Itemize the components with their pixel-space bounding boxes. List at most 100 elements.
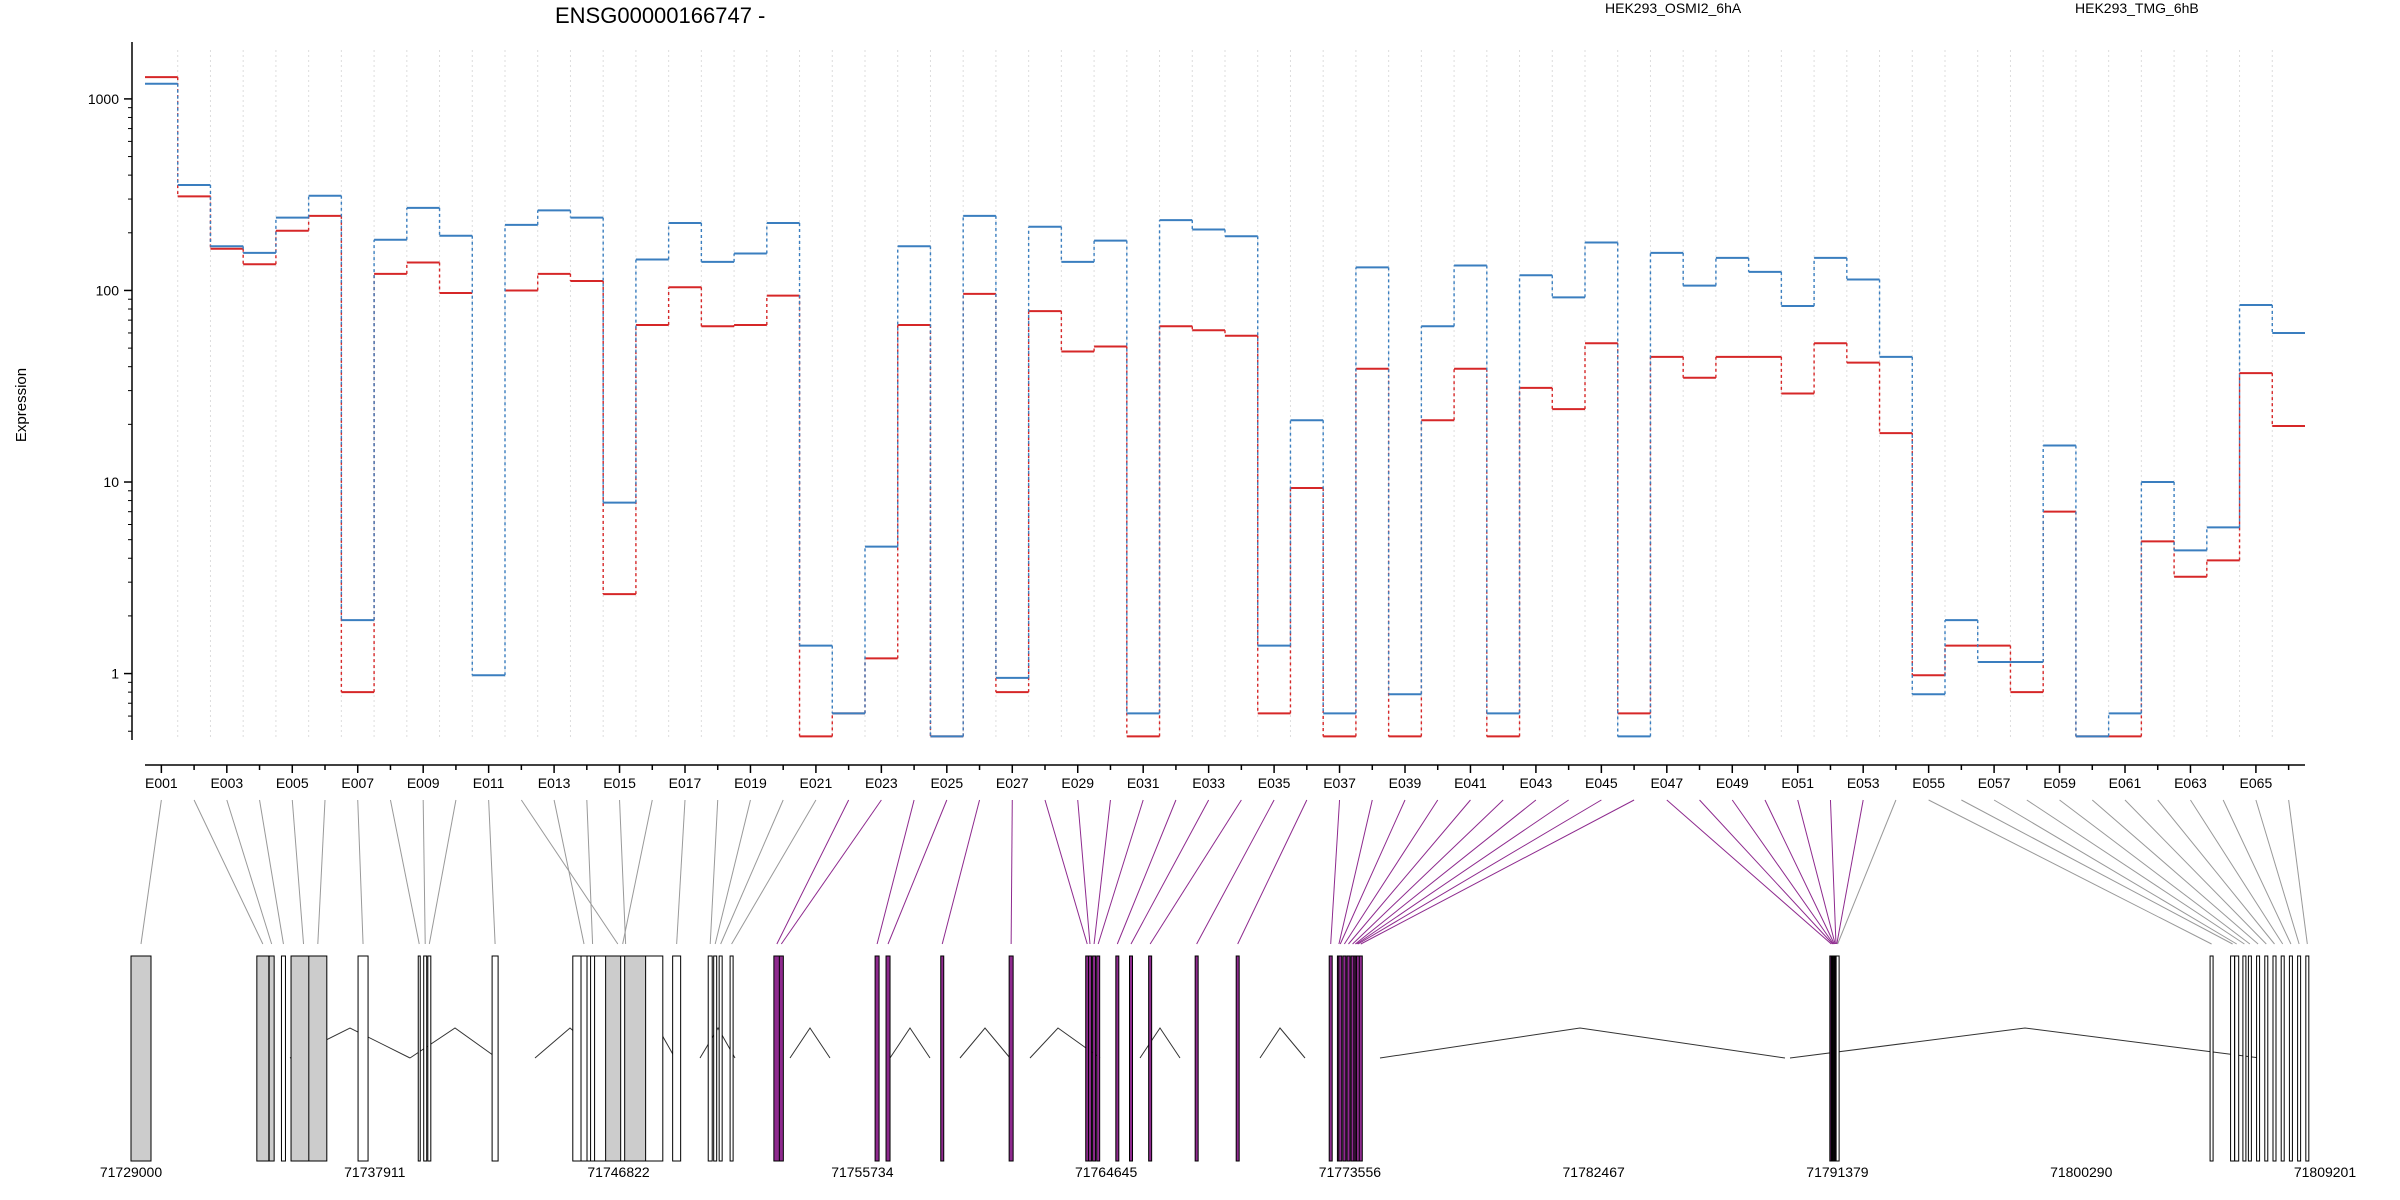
exon-block	[1338, 955, 1343, 1162]
genomic-tick-label: 71746822	[587, 1164, 650, 1180]
exon-block	[1328, 955, 1333, 1162]
exon-block	[707, 955, 713, 1162]
intron	[789, 1027, 831, 1059]
intron	[1259, 1027, 1306, 1059]
exon-connector	[488, 799, 496, 945]
x-tick-label: E013	[538, 775, 571, 791]
exon-connector	[1961, 799, 2233, 945]
genomic-tick-label: 71791379	[1806, 1164, 1869, 1180]
exon-connector	[1116, 799, 1177, 945]
exon-connector	[876, 799, 915, 945]
exon-connector	[714, 799, 751, 945]
exon-connector	[1360, 799, 1635, 945]
exon-connector	[140, 799, 162, 945]
exon-connector	[1196, 799, 1275, 945]
exon-connector	[731, 799, 817, 945]
exon-connector	[226, 799, 273, 945]
intron	[889, 1027, 931, 1059]
exon-block	[885, 955, 891, 1162]
exon-block	[2209, 955, 2214, 1162]
intron	[699, 1027, 736, 1059]
y-tick-label: 100	[96, 282, 120, 298]
exon-connector-lines	[140, 799, 2308, 945]
exon-block	[1115, 955, 1120, 1162]
exon-block	[729, 955, 734, 1162]
exon-connector	[622, 799, 653, 945]
exon-connector	[586, 799, 594, 945]
exon-connector	[2091, 799, 2259, 945]
exon-connector	[1097, 799, 1144, 945]
exon-connector	[259, 799, 284, 945]
exon-block	[1235, 955, 1240, 1162]
genomic-tick-label: 71755734	[831, 1164, 894, 1180]
y-tick-label: 1	[111, 666, 119, 682]
x-tick-label: E043	[1520, 775, 1553, 791]
exon-block	[491, 955, 499, 1162]
y-axis: 1 10 100 1000	[88, 42, 133, 740]
exon-connector	[709, 799, 719, 945]
x-tick-label: E039	[1389, 775, 1422, 791]
exon-connector	[720, 799, 784, 945]
series-HEK293_TMG_6hB	[145, 82, 2305, 738]
genomic-coordinate-axis: 71729000 71737911 71746822 71755734 71764645…	[100, 1164, 2357, 1180]
exon-connector	[2026, 799, 2245, 945]
chart-title: ENSG00000166747 -	[555, 3, 765, 28]
y-tick-label: 10	[103, 474, 119, 490]
exon-block	[940, 955, 945, 1162]
exon-connector	[1356, 799, 1569, 945]
exon-block	[874, 955, 880, 1162]
exon-connector	[2190, 799, 2284, 945]
exon-connector	[422, 799, 426, 945]
x-tick-label: E019	[734, 775, 767, 791]
exon-connector	[776, 799, 850, 945]
exon-connector	[1666, 799, 1832, 945]
exon-connector	[1330, 799, 1341, 945]
genomic-tick-label: 71809201	[2294, 1164, 2357, 1180]
x-tick-label: E061	[2109, 775, 2142, 791]
exon-block	[580, 955, 588, 1162]
exon-connector	[1077, 799, 1091, 945]
exon-block	[718, 955, 723, 1162]
exon-block	[778, 955, 784, 1162]
exon-connector	[1149, 799, 1242, 945]
exon-connector	[1837, 799, 1897, 945]
x-tick-label: E041	[1454, 775, 1487, 791]
genomic-tick-label: 71729000	[100, 1164, 163, 1180]
exon-block	[1148, 955, 1153, 1162]
exon-connector	[2288, 799, 2308, 945]
exon-connector	[520, 799, 619, 945]
exon-connector	[2124, 799, 2267, 945]
exon-block	[308, 955, 328, 1162]
exon-block	[1092, 955, 1097, 1162]
exon-connector	[780, 799, 882, 945]
exon-block	[1096, 955, 1101, 1162]
exon-block	[268, 955, 275, 1162]
exon-connector	[291, 799, 305, 945]
x-tick-label: E063	[2174, 775, 2207, 791]
genomic-tick-label: 71764645	[1075, 1164, 1138, 1180]
x-tick-label: E027	[996, 775, 1029, 791]
y-axis-label: Expression	[13, 368, 30, 442]
exon-connector	[1348, 799, 1471, 945]
exon-connector	[1130, 799, 1210, 945]
exon-connector	[1928, 799, 2212, 945]
exon-connector	[1355, 799, 1537, 945]
x-tick-label: E003	[210, 775, 243, 791]
x-tick-label: E005	[276, 775, 309, 791]
legend-series-1: HEK293_OSMI2_6hA	[1605, 0, 1742, 16]
x-tick-label: E007	[341, 775, 374, 791]
x-tick-label: E009	[407, 775, 440, 791]
intron	[1139, 1027, 1181, 1059]
exon-block	[605, 955, 647, 1162]
intron	[409, 1027, 498, 1059]
genomic-tick-label: 71782467	[1563, 1164, 1626, 1180]
exon-connector	[1010, 799, 1013, 945]
exon-block	[1358, 955, 1363, 1162]
exon-connector	[1338, 799, 1373, 945]
exon-connector	[1357, 799, 1602, 945]
exon-block	[1342, 955, 1347, 1162]
exon-block	[713, 955, 718, 1162]
gene-model	[130, 955, 2310, 1162]
exon-block	[2272, 955, 2277, 1162]
